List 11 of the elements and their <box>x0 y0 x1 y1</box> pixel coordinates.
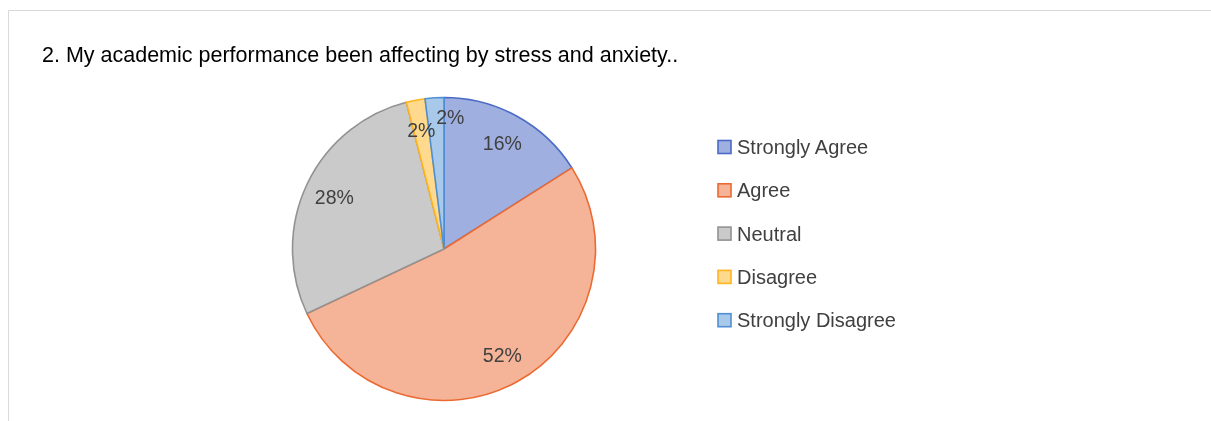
legend-label: Neutral <box>737 222 802 245</box>
data-label: 16% <box>482 131 522 154</box>
data-label: 28% <box>314 186 354 209</box>
pie-slice <box>306 167 596 402</box>
legend-label: Disagree <box>737 265 818 288</box>
legend-label: Strongly Disagree <box>737 309 896 332</box>
legend-label: Strongly Agree <box>737 136 869 158</box>
chart-title: 2. My academic performance been affecting by stress and anxiety.. <box>42 43 679 67</box>
data-label: 2% <box>436 105 465 128</box>
data-label: 52% <box>482 344 522 367</box>
legend-label: Agree <box>737 179 791 202</box>
